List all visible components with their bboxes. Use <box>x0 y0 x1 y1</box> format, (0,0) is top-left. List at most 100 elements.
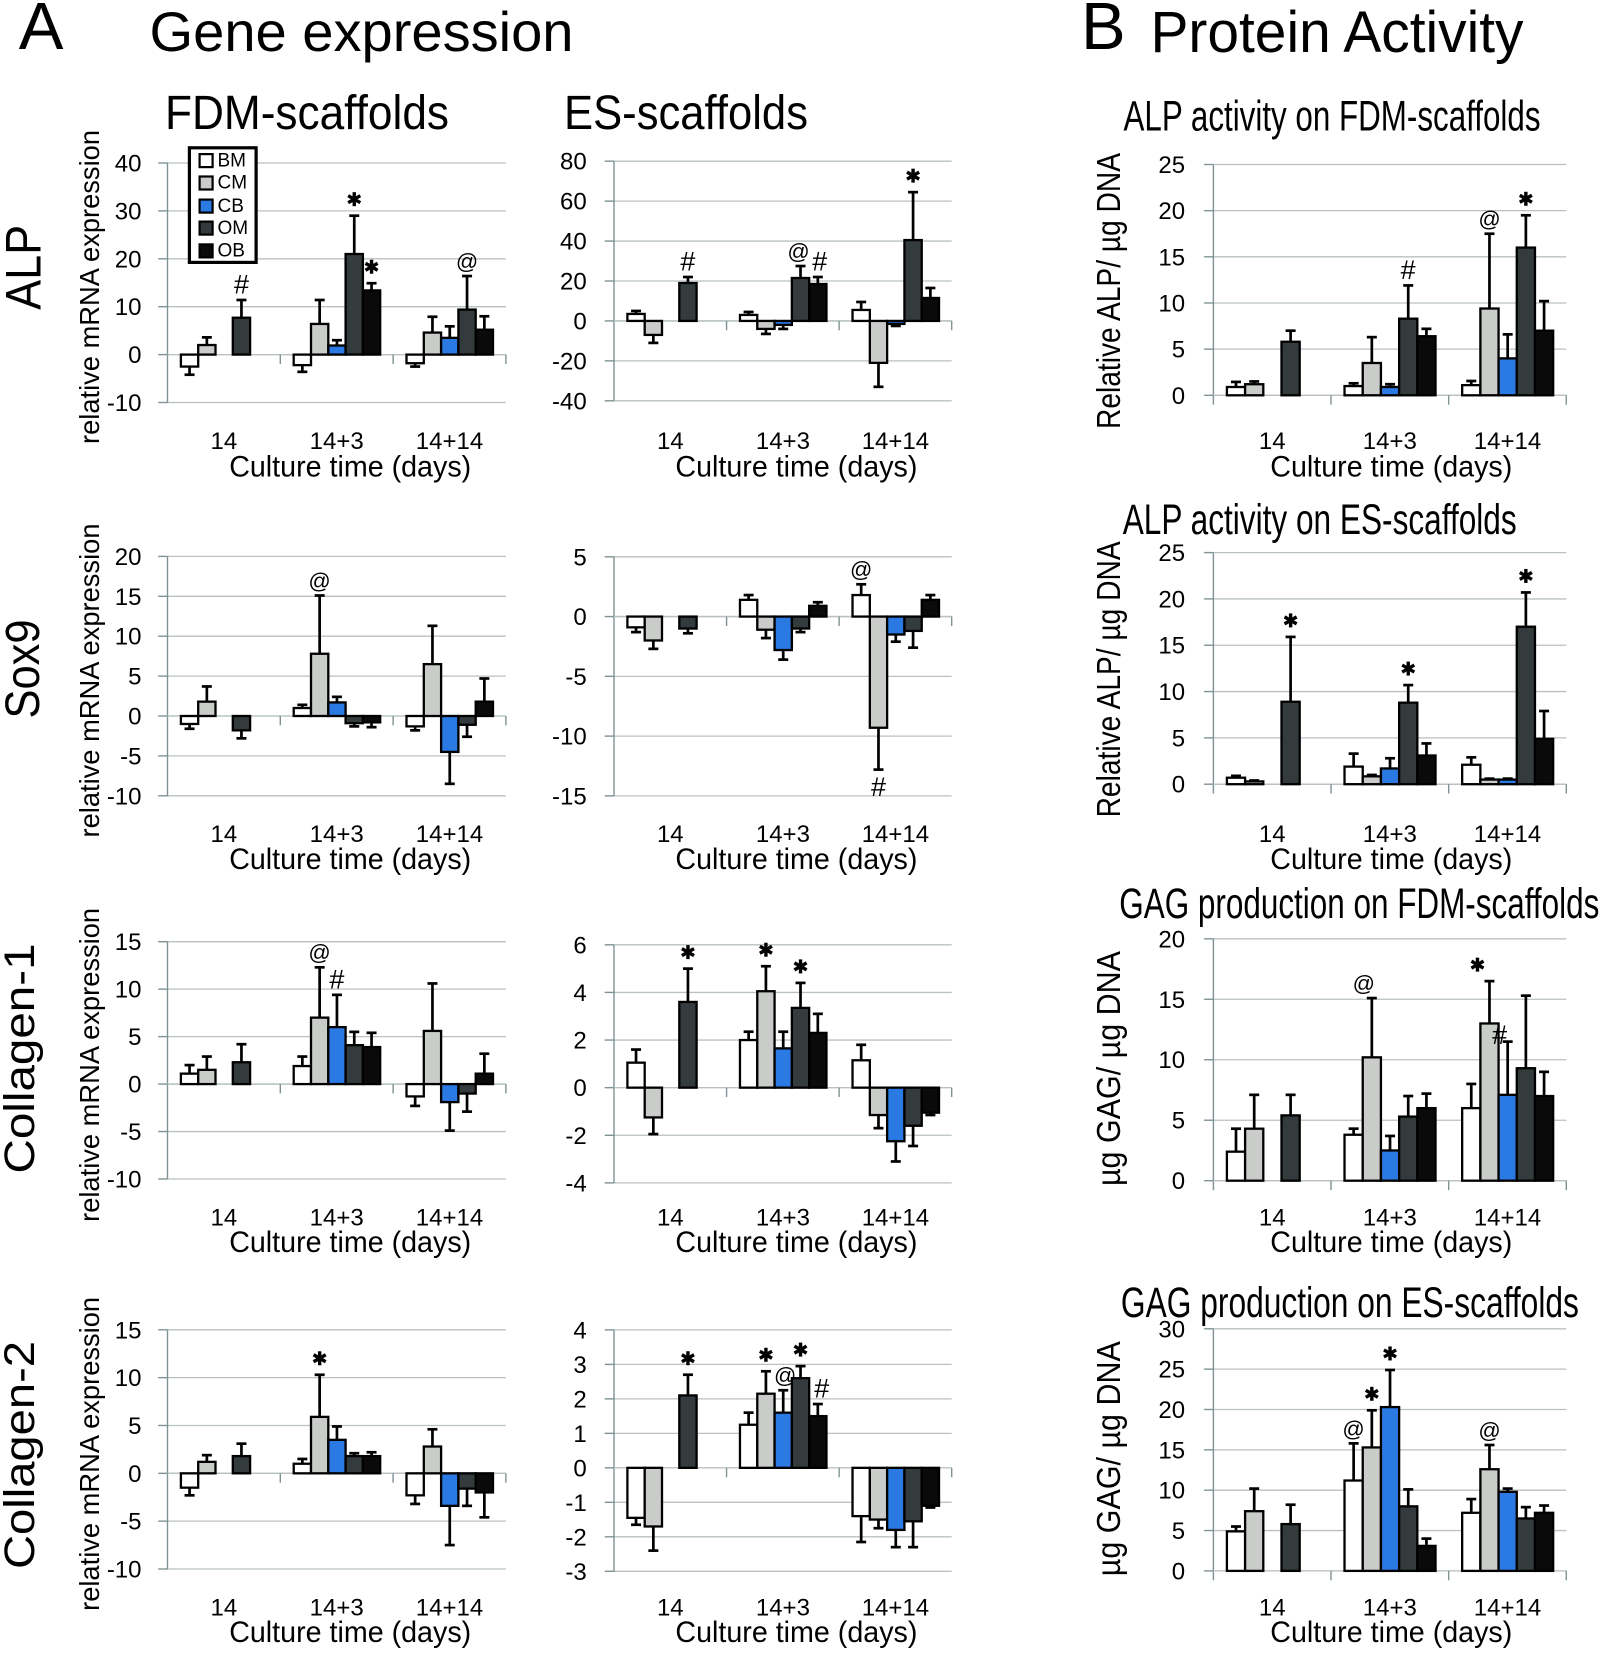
svg-text:14+14: 14+14 <box>416 1594 483 1621</box>
svg-text:@: @ <box>1478 207 1500 232</box>
svg-text:14+14: 14+14 <box>1474 821 1541 848</box>
svg-text:-10: -10 <box>107 783 142 810</box>
svg-text:14: 14 <box>211 821 238 848</box>
svg-text:Culture time (days): Culture time (days) <box>229 451 471 484</box>
svg-text:14+3: 14+3 <box>310 821 364 848</box>
svg-text:14+14: 14+14 <box>862 428 929 455</box>
svg-text:2: 2 <box>573 1386 586 1413</box>
svg-text:@: @ <box>774 1363 796 1388</box>
svg-text:15: 15 <box>1158 633 1185 660</box>
svg-text:14+3: 14+3 <box>1363 821 1417 848</box>
svg-text:0: 0 <box>573 1075 586 1102</box>
svg-text:0: 0 <box>1172 1168 1185 1195</box>
svg-text:4: 4 <box>573 1317 586 1344</box>
svg-text:10: 10 <box>1158 679 1185 706</box>
svg-text:60: 60 <box>560 189 587 216</box>
svg-text:14+3: 14+3 <box>1363 1204 1417 1231</box>
svg-text:25: 25 <box>1158 152 1185 179</box>
svg-text:14+14: 14+14 <box>862 1204 929 1231</box>
svg-text:-3: -3 <box>565 1559 586 1586</box>
svg-text:0: 0 <box>1172 772 1185 799</box>
svg-text:14+3: 14+3 <box>756 428 810 455</box>
svg-text:Culture time (days): Culture time (days) <box>675 1616 917 1649</box>
svg-text:Culture time (days): Culture time (days) <box>229 1616 471 1649</box>
svg-text:Culture time (days): Culture time (days) <box>675 451 917 484</box>
svg-text:@: @ <box>308 940 330 965</box>
svg-text:#: # <box>329 964 344 994</box>
svg-text:0: 0 <box>128 1461 141 1488</box>
svg-text:14: 14 <box>1259 1594 1286 1621</box>
svg-text:@: @ <box>787 239 809 264</box>
svg-text:0: 0 <box>1172 383 1185 410</box>
svg-text:14+14: 14+14 <box>1474 428 1541 455</box>
svg-text:relative mRNA expression: relative mRNA expression <box>74 908 105 1222</box>
svg-text:-2: -2 <box>565 1123 586 1150</box>
svg-text:#: # <box>871 772 886 802</box>
svg-text:-4: -4 <box>565 1170 586 1197</box>
svg-text:ALP activity on ES-scaffolds: ALP activity on ES-scaffolds <box>1123 496 1517 544</box>
svg-text:OM: OM <box>218 218 249 239</box>
svg-text:0: 0 <box>573 308 586 335</box>
svg-text:@: @ <box>1342 1416 1364 1441</box>
svg-text:5: 5 <box>128 664 141 691</box>
svg-text:30: 30 <box>1158 1316 1185 1343</box>
svg-text:FDM-scaffolds: FDM-scaffolds <box>165 86 449 140</box>
svg-text:0: 0 <box>1172 1558 1185 1585</box>
svg-text:40: 40 <box>560 229 587 256</box>
svg-text:15: 15 <box>115 584 142 611</box>
svg-text:@: @ <box>456 249 478 274</box>
svg-text:20: 20 <box>1158 926 1185 953</box>
svg-text:14: 14 <box>657 1204 684 1231</box>
svg-text:14+14: 14+14 <box>416 821 483 848</box>
svg-text:relative mRNA expression: relative mRNA expression <box>74 524 105 838</box>
svg-text:14+3: 14+3 <box>756 1204 810 1231</box>
svg-text:relative mRNA expression: relative mRNA expression <box>74 130 105 444</box>
svg-text:Culture time (days): Culture time (days) <box>229 843 471 876</box>
svg-text:1: 1 <box>573 1421 586 1448</box>
svg-text:14: 14 <box>211 428 238 455</box>
svg-text:40: 40 <box>115 151 142 178</box>
svg-text:14: 14 <box>657 1594 684 1621</box>
svg-text:µg GAG/ µg DNA: µg GAG/ µg DNA <box>1090 951 1127 1186</box>
svg-text:0: 0 <box>573 604 586 631</box>
svg-text:10: 10 <box>115 1365 142 1392</box>
svg-text:µg GAG/ µg DNA: µg GAG/ µg DNA <box>1090 1341 1127 1576</box>
svg-text:10: 10 <box>115 624 142 651</box>
svg-text:5: 5 <box>1172 725 1185 752</box>
svg-text:Sox9: Sox9 <box>0 620 50 719</box>
svg-text:20: 20 <box>1158 1397 1185 1424</box>
svg-text:Collagen-1: Collagen-1 <box>0 944 44 1174</box>
svg-text:5: 5 <box>573 544 586 571</box>
svg-text:Relative ALP/ µg DNA: Relative ALP/ µg DNA <box>1090 153 1127 429</box>
svg-text:14: 14 <box>657 428 684 455</box>
svg-text:15: 15 <box>115 929 142 956</box>
svg-text:-10: -10 <box>552 724 587 751</box>
svg-text:14+3: 14+3 <box>1363 428 1417 455</box>
svg-text:25: 25 <box>1158 540 1185 567</box>
svg-text:Culture time (days): Culture time (days) <box>675 1226 917 1259</box>
svg-text:10: 10 <box>115 294 142 321</box>
svg-text:-10: -10 <box>107 390 142 417</box>
svg-text:CM: CM <box>218 173 248 194</box>
svg-text:14: 14 <box>657 821 684 848</box>
svg-text:25: 25 <box>1158 1357 1185 1384</box>
svg-text:14: 14 <box>1259 821 1286 848</box>
svg-text:2: 2 <box>573 1028 586 1055</box>
svg-text:15: 15 <box>1158 1437 1185 1464</box>
svg-text:14+3: 14+3 <box>756 1594 810 1621</box>
svg-text:A: A <box>19 0 64 64</box>
svg-text:15: 15 <box>115 1317 142 1344</box>
svg-text:14+14: 14+14 <box>862 1594 929 1621</box>
svg-text:-10: -10 <box>107 1557 142 1584</box>
svg-text:#: # <box>680 247 695 277</box>
svg-text:#: # <box>1401 255 1416 285</box>
svg-text:Culture time (days): Culture time (days) <box>1270 1226 1512 1259</box>
svg-text:-1: -1 <box>565 1490 586 1517</box>
svg-text:Gene expression: Gene expression <box>150 0 574 63</box>
svg-text:80: 80 <box>560 149 587 176</box>
svg-text:-5: -5 <box>565 664 586 691</box>
svg-text:-5: -5 <box>120 1509 141 1536</box>
svg-text:ES-scaffolds: ES-scaffolds <box>564 86 808 140</box>
svg-text:14+3: 14+3 <box>756 821 810 848</box>
svg-text:Culture time (days): Culture time (days) <box>1270 843 1512 876</box>
